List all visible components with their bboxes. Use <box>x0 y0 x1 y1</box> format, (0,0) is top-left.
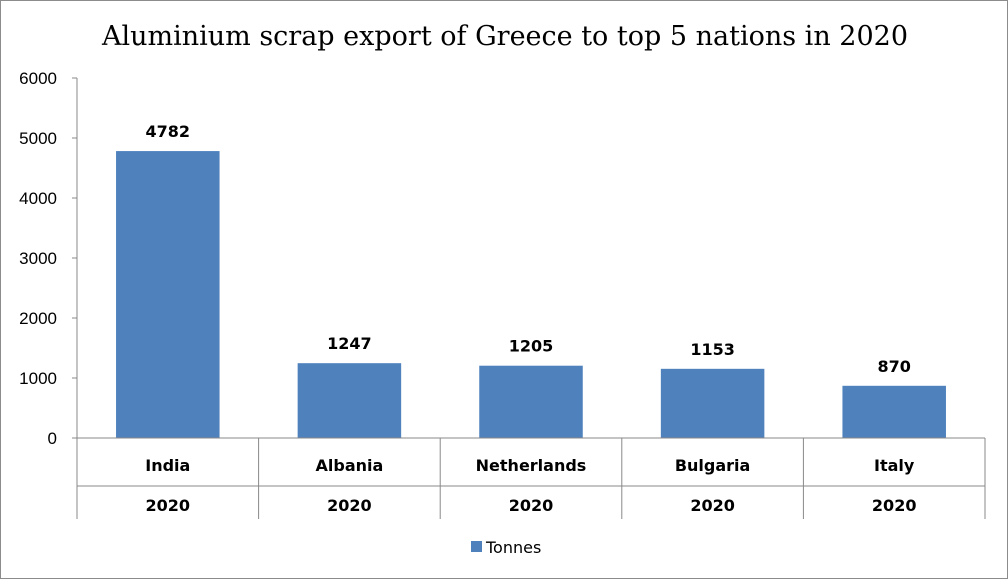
y-tick-label: 1000 <box>19 369 57 388</box>
x-category-label: Netherlands <box>476 456 587 475</box>
x-group-label: 2020 <box>146 496 191 515</box>
bar <box>479 365 583 438</box>
data-label: 4782 <box>146 122 191 141</box>
x-group-label: 2020 <box>509 496 554 515</box>
x-axis: India 2020 Albania 2020 Netherlands 2020 Bulga… <box>76 437 986 519</box>
x-category-label: Bulgaria <box>675 456 751 475</box>
x-category-label: India <box>145 456 190 475</box>
y-tick-label: 0 <box>48 429 57 448</box>
bar <box>297 363 402 438</box>
y-tick-label: 6000 <box>19 69 57 88</box>
x-group-label: 2020 <box>872 496 917 515</box>
data-labels: 4782 1247 1205 1153 870 <box>146 122 911 376</box>
data-label: 1205 <box>509 337 554 356</box>
legend-swatch <box>471 541 482 552</box>
x-category-label: Albania <box>316 456 384 475</box>
bars <box>116 151 946 438</box>
y-tick-label: 5000 <box>19 129 57 148</box>
y-tick-label: 3000 <box>19 249 57 268</box>
y-tick-label: 4000 <box>19 189 57 208</box>
y-tick-label: 2000 <box>19 309 57 328</box>
legend-label: Tonnes <box>485 538 541 557</box>
chart-title: Aluminium scrap export of Greece to top … <box>101 21 908 52</box>
bar <box>660 368 765 438</box>
legend: Tonnes <box>471 538 541 557</box>
data-label: 1153 <box>690 340 735 359</box>
x-group-label: 2020 <box>690 496 735 515</box>
y-axis: 0 1000 2000 3000 4000 5000 6000 <box>19 69 78 448</box>
x-group-label: 2020 <box>327 496 372 515</box>
bar <box>116 151 220 438</box>
data-label: 870 <box>877 357 910 376</box>
x-category-label: Italy <box>874 456 915 475</box>
data-label: 1247 <box>327 334 372 353</box>
bar <box>842 385 946 438</box>
